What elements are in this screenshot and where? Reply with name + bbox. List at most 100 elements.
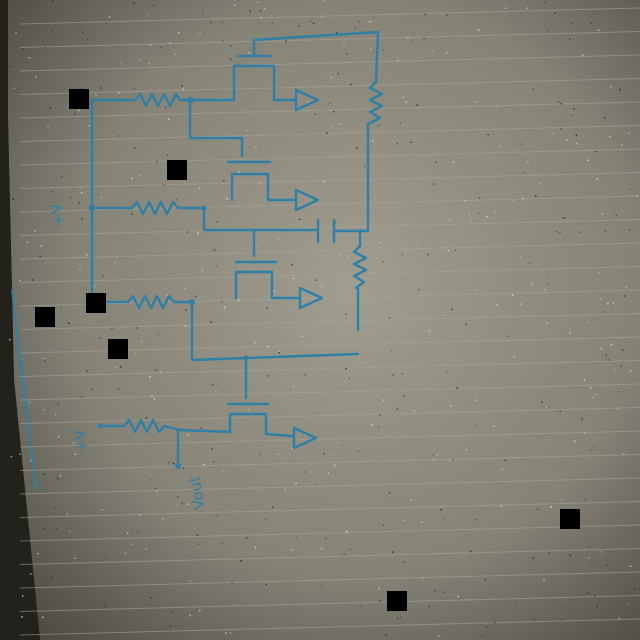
- speckle: [222, 40, 224, 42]
- speckle: [333, 111, 335, 113]
- speckle: [256, 1, 259, 3]
- speckle: [610, 344, 613, 346]
- speckle: [44, 360, 46, 362]
- speckle: [151, 71, 153, 73]
- speckle: [382, 49, 384, 51]
- speckle: [254, 342, 256, 344]
- speckle: [520, 303, 522, 305]
- ruled-line: [19, 360, 640, 377]
- speckle: [181, 85, 183, 87]
- speckle: [382, 524, 385, 526]
- speckle: [513, 356, 515, 358]
- speckle: [229, 632, 232, 634]
- speckle: [636, 195, 638, 197]
- speckle: [598, 272, 600, 274]
- speckle: [589, 564, 591, 566]
- speckle: [57, 403, 59, 405]
- speckle: [628, 132, 630, 134]
- speckle: [396, 617, 399, 620]
- speckle: [12, 198, 15, 200]
- ruled-line: [19, 289, 640, 307]
- speckle: [594, 595, 596, 597]
- speckle: [80, 191, 83, 194]
- speckle: [138, 514, 141, 516]
- speckle: [199, 32, 201, 34]
- speckle: [88, 125, 90, 127]
- speckle: [47, 125, 49, 128]
- speckle: [512, 294, 514, 296]
- speckle: [22, 48, 24, 50]
- speckle: [104, 605, 106, 607]
- speckle: [330, 125, 332, 128]
- speckle: [32, 279, 34, 281]
- speckle: [167, 118, 170, 121]
- speckle: [475, 101, 478, 103]
- speckle: [604, 230, 607, 232]
- speckle: [148, 62, 150, 65]
- speckle: [149, 479, 152, 481]
- speckle: [234, 4, 236, 6]
- speckle: [249, 10, 251, 13]
- speckle: [177, 496, 179, 498]
- speckle: [247, 129, 249, 132]
- speckle: [436, 454, 438, 456]
- ruled-line: [19, 31, 640, 48]
- speckle: [330, 76, 332, 79]
- page-curl-line: [11, 289, 37, 491]
- speckle-noise: [9, 0, 638, 637]
- speckle: [388, 317, 391, 319]
- speckle: [578, 223, 580, 225]
- speckle: [559, 410, 561, 412]
- speckle: [237, 299, 240, 302]
- speckle: [215, 390, 217, 393]
- speckle: [428, 330, 430, 332]
- speckle: [304, 374, 306, 376]
- ruled-line: [19, 524, 640, 542]
- speckle: [221, 542, 224, 544]
- speckle: [446, 52, 448, 54]
- speckle: [278, 350, 280, 352]
- speckle: [298, 25, 300, 27]
- speckle: [400, 616, 402, 618]
- transistor-1: [232, 30, 380, 102]
- right-rail-low: [356, 228, 362, 332]
- speckle: [151, 395, 153, 397]
- speckle: [607, 302, 609, 305]
- speckle: [628, 229, 631, 231]
- resistor-2: [130, 200, 206, 216]
- speckle: [81, 218, 83, 220]
- speckle: [382, 399, 385, 401]
- speckle: [547, 29, 549, 31]
- speckle: [379, 414, 381, 416]
- speckle: [86, 254, 88, 256]
- speckle: [131, 213, 133, 215]
- speckle: [594, 151, 597, 153]
- speckle: [43, 357, 45, 359]
- speckle: [569, 554, 571, 556]
- speckle: [339, 123, 342, 125]
- speckle: [403, 561, 405, 563]
- speckle: [532, 557, 534, 559]
- speckle: [223, 180, 225, 182]
- speckle: [464, 200, 466, 202]
- speckle: [153, 5, 155, 7]
- speckle: [614, 369, 616, 371]
- speckle: [590, 387, 592, 389]
- row4-output-wire: [264, 432, 294, 438]
- speckle: [388, 492, 391, 494]
- speckle: [94, 285, 96, 287]
- speckle: [570, 114, 572, 117]
- speckle: [240, 560, 242, 562]
- speckle: [157, 333, 159, 336]
- speckle: [575, 134, 577, 137]
- speckle: [401, 373, 403, 375]
- capacitor: [316, 218, 370, 244]
- speckle: [512, 200, 514, 202]
- speckle: [335, 31, 338, 34]
- speckle: [184, 325, 187, 327]
- speckle: [587, 159, 589, 161]
- speckle: [356, 147, 358, 149]
- speckle: [37, 552, 39, 555]
- speckle: [197, 232, 199, 234]
- speckle: [496, 304, 498, 306]
